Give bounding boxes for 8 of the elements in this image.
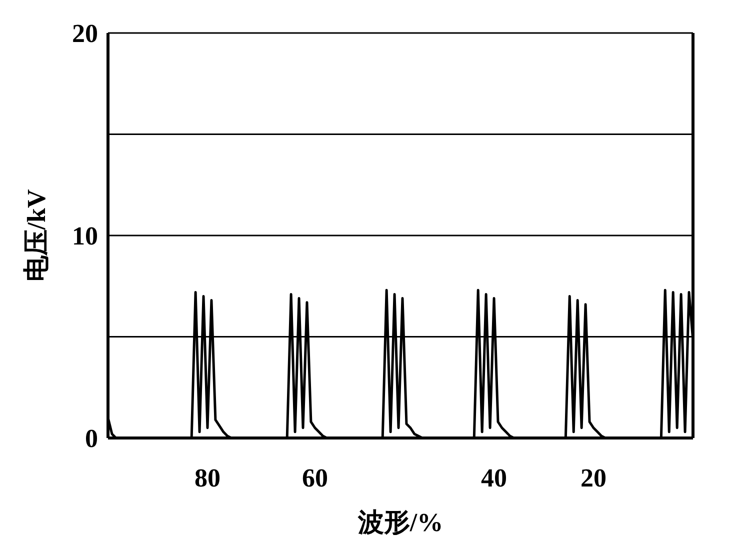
x-tick-label: 40 <box>481 463 508 492</box>
x-tick-label: 60 <box>302 463 328 492</box>
y-axis-title: 电压/kV <box>22 189 52 282</box>
x-tick-label: 80 <box>194 463 220 492</box>
y-tick-label: 20 <box>72 19 98 48</box>
y-tick-label: 10 <box>72 222 98 251</box>
x-tick-label: 20 <box>580 463 607 492</box>
y-tick-label: 0 <box>85 424 98 454</box>
